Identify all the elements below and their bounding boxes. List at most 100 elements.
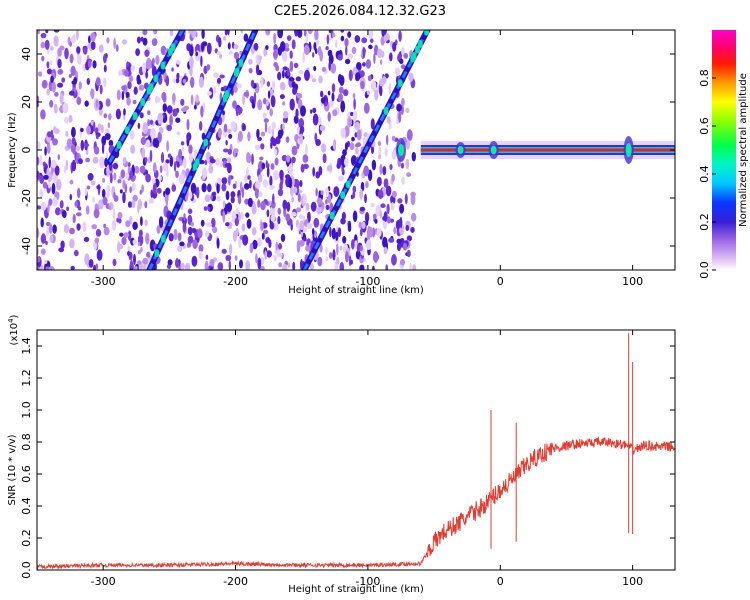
heatmap-track-peak bbox=[124, 126, 130, 135]
heatmap-noise-cell bbox=[71, 159, 77, 172]
heatmap-noise-cell bbox=[144, 201, 148, 209]
heatmap-noise-cell bbox=[40, 109, 46, 120]
heatmap-noise-cell bbox=[44, 146, 47, 156]
heatmap-noise-cell bbox=[145, 58, 152, 70]
heatmap-noise-cell bbox=[399, 259, 406, 266]
heatmap-noise-cell bbox=[239, 259, 243, 269]
heatmap-noise-cell bbox=[241, 223, 246, 232]
heatmap-noise-cell bbox=[338, 176, 344, 181]
heatmap-xtick-label: 0 bbox=[497, 275, 504, 288]
heatmap-noise-cell bbox=[53, 30, 60, 33]
heatmap-noise-cell bbox=[189, 191, 193, 199]
heatmap-noise-cell bbox=[125, 91, 130, 99]
heatmap-noise-cell bbox=[94, 237, 100, 244]
heatmap-track-peak bbox=[415, 45, 420, 54]
heatmap-y-ticks: -40 -20 0 20 40 bbox=[20, 47, 675, 255]
heatmap-noise-cell bbox=[410, 226, 415, 233]
heatmap-noise-cell bbox=[325, 247, 328, 255]
heatmap-noise-cell bbox=[254, 181, 261, 189]
heatmap-noise-cell bbox=[189, 66, 193, 77]
heatmap-noise-cell bbox=[101, 188, 106, 198]
heatmap-noise-cell bbox=[127, 201, 132, 208]
heatmap-noise-cell bbox=[282, 263, 288, 270]
heatmap-noise-cell bbox=[202, 167, 208, 179]
heatmap-noise-cell bbox=[264, 121, 268, 133]
heatmap-noise-cell bbox=[190, 182, 197, 194]
heatmap-noise-cell bbox=[155, 54, 160, 65]
heatmap-noise-cell bbox=[142, 37, 148, 46]
heatmap-noise-cell bbox=[59, 45, 65, 51]
heatmap-noise-cell bbox=[42, 181, 48, 189]
heatmap-noise-cell bbox=[165, 187, 171, 196]
heatmap-noise-cell bbox=[242, 94, 246, 105]
heatmap-noise-cell bbox=[265, 30, 271, 36]
heatmap-noise-cell bbox=[218, 37, 222, 48]
heatmap-noise-cell bbox=[37, 156, 40, 166]
heatmap-track-peak bbox=[194, 158, 200, 167]
heatmap-noise-cell bbox=[395, 220, 401, 230]
heatmap-noise-cell bbox=[83, 236, 90, 243]
heatmap-noise-cell bbox=[167, 259, 173, 266]
carrier-core bbox=[420, 148, 675, 152]
heatmap-noise-cell bbox=[382, 216, 387, 221]
heatmap-noise-cell bbox=[180, 98, 185, 106]
heatmap-noise-cell bbox=[256, 128, 260, 139]
heatmap-noise-cell bbox=[74, 201, 78, 207]
heatmap-noise-cell bbox=[191, 255, 198, 267]
heatmap-noise-cell bbox=[78, 81, 82, 90]
heatmap-noise-cell bbox=[95, 99, 99, 109]
heatmap-noise-cell bbox=[144, 157, 148, 163]
heatmap-noise-cell bbox=[374, 218, 378, 224]
heatmap-noise-cell bbox=[166, 140, 170, 152]
heatmap-noise-cell bbox=[39, 154, 43, 166]
heatmap-noise-cell bbox=[345, 251, 349, 263]
heatmap-noise-cell bbox=[340, 100, 346, 113]
heatmap-noise-cell bbox=[194, 104, 197, 110]
heatmap-noise-cell bbox=[227, 148, 232, 155]
heatmap-noise-cell bbox=[312, 113, 319, 126]
heatmap-noise-cell bbox=[344, 38, 349, 47]
heatmap-noise-cell bbox=[198, 244, 204, 253]
heatmap-noise-cell bbox=[230, 196, 235, 204]
heatmap-noise-cell bbox=[159, 175, 163, 181]
heatmap-noise-cell bbox=[159, 165, 163, 173]
heatmap-noise-cell bbox=[365, 181, 369, 189]
heatmap-noise-cell bbox=[302, 237, 307, 242]
heatmap-noise-cell bbox=[166, 124, 172, 131]
heatmap-noise-cell bbox=[205, 254, 209, 260]
heatmap-noise-cell bbox=[213, 72, 219, 78]
heatmap-noise-cell bbox=[159, 126, 164, 134]
heatmap-noise-cell bbox=[251, 153, 254, 165]
heatmap-noise-cell bbox=[271, 201, 276, 209]
heatmap-noise-cell bbox=[377, 176, 382, 187]
heatmap-noise-cell bbox=[348, 69, 353, 82]
heatmap-noise-cell bbox=[384, 33, 390, 41]
heatmap-noise-cell bbox=[273, 32, 277, 45]
heatmap-noise-cell bbox=[365, 239, 372, 251]
heatmap-noise-cell bbox=[165, 196, 168, 207]
heatmap-noise-cell bbox=[363, 165, 370, 177]
heatmap-noise-cell bbox=[178, 148, 183, 160]
heatmap-noise-cell bbox=[363, 102, 370, 114]
heatmap-noise-cell bbox=[399, 58, 404, 64]
heatmap-noise-cell bbox=[98, 44, 104, 53]
heatmap-track-peak bbox=[140, 98, 146, 107]
snr-xtick-label: 100 bbox=[622, 575, 643, 588]
heatmap-ytick-label: 0 bbox=[20, 147, 33, 154]
heatmap-noise-cell bbox=[234, 255, 238, 261]
heatmap-noise-cell bbox=[254, 144, 261, 151]
heatmap-noise-cell bbox=[67, 36, 71, 46]
heatmap-noise-cell bbox=[103, 64, 107, 73]
heatmap-noise-cell bbox=[40, 201, 47, 211]
heatmap-noise-cell bbox=[310, 74, 313, 79]
heatmap-noise-cell bbox=[265, 45, 269, 50]
carrier-burst-core bbox=[625, 143, 632, 157]
heatmap-noise-cell bbox=[177, 232, 182, 242]
heatmap-track-peak bbox=[424, 30, 430, 36]
heatmap-noise-cell bbox=[306, 222, 313, 230]
heatmap-noise-cell bbox=[270, 95, 276, 108]
heatmap-noise-cell bbox=[47, 203, 50, 214]
heatmap-noise-cell bbox=[92, 264, 97, 270]
heatmap-noise-cell bbox=[109, 173, 113, 184]
heatmap-noise-cell bbox=[183, 105, 190, 111]
